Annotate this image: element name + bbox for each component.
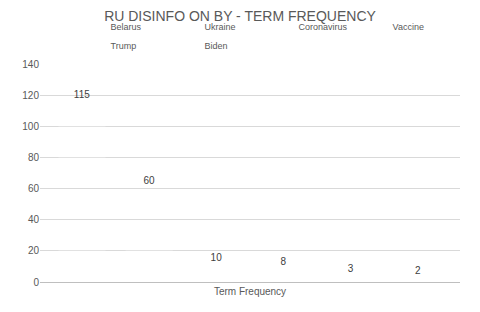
svg-text:0: 0	[33, 277, 39, 288]
svg-text:100: 100	[22, 121, 39, 132]
svg-text:10: 10	[211, 252, 223, 263]
svg-text:Vaccine: Vaccine	[393, 22, 424, 32]
svg-text:Coronavirus: Coronavirus	[299, 22, 348, 32]
svg-text:Ukraine: Ukraine	[205, 22, 236, 32]
svg-text:Biden: Biden	[205, 41, 228, 51]
svg-text:8: 8	[281, 256, 287, 267]
svg-text:20: 20	[28, 245, 40, 256]
svg-text:40: 40	[28, 214, 40, 225]
svg-text:3: 3	[348, 263, 354, 274]
svg-text:120: 120	[22, 90, 39, 101]
svg-text:60: 60	[28, 183, 40, 194]
svg-text:Term Frequency: Term Frequency	[214, 286, 286, 297]
svg-text:115: 115	[74, 89, 90, 100]
svg-text:80: 80	[28, 152, 40, 163]
svg-text:60: 60	[143, 175, 155, 186]
svg-text:Trump: Trump	[111, 41, 137, 51]
svg-text:140: 140	[22, 59, 39, 70]
svg-text:RU DISINFO ON BY - TERM FREQUE: RU DISINFO ON BY - TERM FREQUENCY	[104, 8, 376, 24]
svg-text:2: 2	[415, 265, 421, 276]
svg-text:Belarus: Belarus	[111, 22, 142, 32]
